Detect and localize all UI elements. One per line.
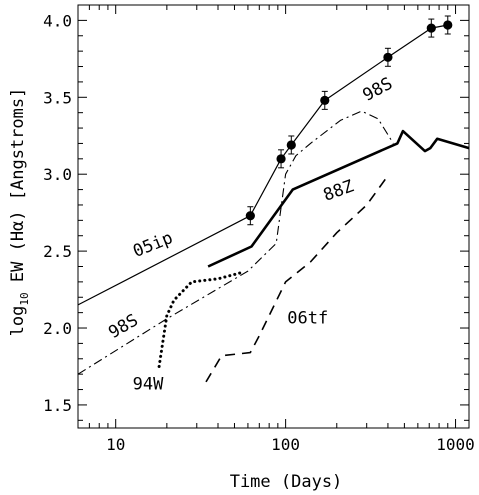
plot-frame: [77, 4, 470, 429]
y-tick-label: 2.5: [43, 242, 72, 261]
y-tick-label: 2.0: [43, 319, 72, 338]
series-line-06tf: [205, 175, 389, 383]
data-point: [443, 20, 453, 30]
data-point: [286, 140, 296, 150]
series-label: 88Z: [321, 176, 357, 205]
series-line-98S: [77, 110, 394, 375]
data-point: [383, 52, 393, 62]
series-group: [77, 15, 470, 383]
series-line-05ip: [77, 24, 448, 306]
y-tick-label: 3.5: [43, 88, 72, 107]
data-point: [276, 154, 286, 164]
x-tick-label: 100: [271, 435, 300, 454]
series-line-94W: [157, 271, 243, 368]
series-label: 05ip: [130, 228, 175, 262]
y-tick-label: 4.0: [43, 11, 72, 30]
series-label: 94W: [133, 375, 164, 395]
data-point: [426, 23, 436, 33]
series-label: 06tf: [287, 308, 328, 328]
series-label: 98S: [360, 74, 397, 106]
x-tick-label: 10: [106, 435, 125, 454]
y-axis-label: log10 EW (Hα) [Angstroms]: [8, 88, 31, 337]
y-tick-label: 1.5: [43, 396, 72, 415]
x-axis-label: Time (Days): [230, 472, 343, 492]
annotation-group: 05ip 98S 94W 88Z 06tf 98S: [105, 74, 396, 395]
y-tick-label: 3.0: [43, 165, 72, 184]
series-line-88Z: [207, 129, 470, 268]
series-label: 98S: [105, 310, 142, 343]
data-point: [320, 95, 330, 105]
axis-ticks: 10 100 1000 1.5 2.0 2.5 3.0 3.5 4.0: [43, 4, 475, 454]
data-point: [245, 211, 255, 221]
x-tick-label: 1000: [436, 435, 475, 454]
